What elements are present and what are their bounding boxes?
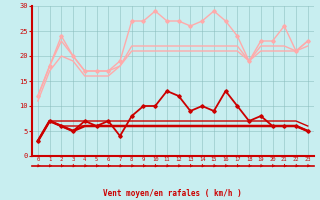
Text: Vent moyen/en rafales ( km/h ): Vent moyen/en rafales ( km/h ) — [103, 189, 242, 198]
